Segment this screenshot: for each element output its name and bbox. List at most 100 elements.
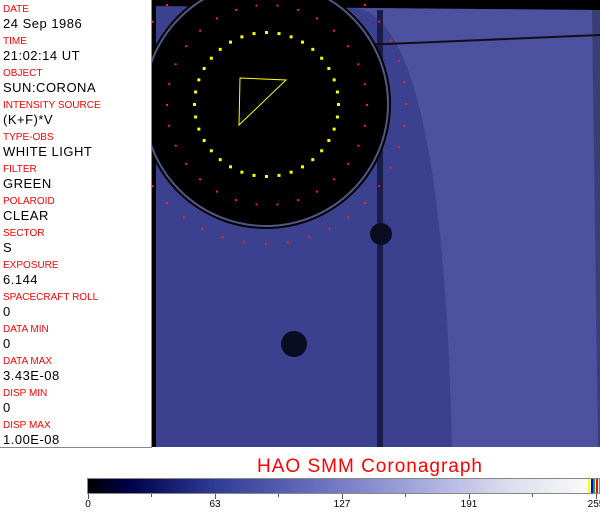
field-label: SECTOR bbox=[3, 228, 45, 239]
colorbar-tick-label: 191 bbox=[460, 499, 478, 510]
grid-dot bbox=[363, 201, 366, 204]
colorbar-tick bbox=[215, 494, 216, 499]
colorbar-minor-tick bbox=[151, 494, 152, 497]
grid-dot bbox=[209, 149, 213, 153]
colorbar-tick-label: 0 bbox=[85, 499, 91, 510]
field-label: DISP MIN bbox=[3, 388, 48, 399]
grid-dot bbox=[296, 8, 299, 11]
grid-dot bbox=[311, 158, 315, 162]
grid-dot bbox=[218, 158, 222, 162]
field-value: 24 Sep 1986 bbox=[3, 16, 83, 31]
grid-dot bbox=[277, 32, 281, 36]
grid-dot bbox=[265, 243, 267, 245]
grid-dot bbox=[320, 149, 324, 153]
grid-dot bbox=[277, 173, 281, 177]
grid-dot bbox=[243, 241, 246, 244]
field-value: CLEAR bbox=[3, 208, 49, 223]
grid-dot bbox=[276, 203, 279, 206]
grid-dot bbox=[174, 63, 177, 66]
grid-dot bbox=[166, 104, 168, 106]
grid-dot bbox=[389, 166, 392, 169]
field-value: (K+F)*V bbox=[3, 112, 54, 127]
grid-dot bbox=[398, 59, 401, 62]
grid-dot bbox=[252, 32, 256, 36]
field-label: TIME bbox=[3, 36, 27, 47]
grid-dot bbox=[194, 90, 198, 94]
colorbar-tick bbox=[342, 494, 343, 499]
grid-dot bbox=[363, 83, 366, 86]
field-label: DATA MAX bbox=[3, 356, 53, 367]
grid-dot bbox=[255, 4, 258, 7]
field-value: S bbox=[3, 240, 13, 255]
grid-dot bbox=[403, 124, 406, 127]
grid-dot bbox=[346, 45, 349, 48]
field-label: SPACECRAFT ROLL bbox=[3, 292, 99, 303]
grid-dot bbox=[398, 146, 401, 149]
grid-dot bbox=[316, 190, 318, 193]
colorbar-tick bbox=[596, 494, 597, 499]
dark-spot bbox=[281, 331, 307, 357]
coronagraph-image bbox=[152, 0, 600, 447]
field-value: 0 bbox=[3, 304, 11, 319]
grid-dot bbox=[185, 162, 188, 165]
grid-dot bbox=[197, 78, 201, 82]
grid-dot bbox=[337, 103, 340, 106]
grid-dot bbox=[357, 63, 360, 66]
colorbar-end-marker bbox=[593, 479, 595, 493]
grid-dot bbox=[366, 104, 368, 106]
grid-dot bbox=[240, 35, 244, 39]
grid-dot bbox=[357, 144, 360, 147]
header-info-panel: DATE 24 Sep 1986 TIME 21:02:14 UT OBJECT S… bbox=[0, 0, 152, 448]
grid-dot bbox=[229, 40, 232, 44]
grid-dot bbox=[301, 40, 304, 44]
colorbar-minor-tick bbox=[532, 494, 533, 497]
field-label: FILTER bbox=[3, 164, 37, 175]
colorbar-tick-label: 63 bbox=[209, 499, 221, 510]
grid-dot bbox=[199, 178, 202, 181]
grid-dot bbox=[332, 78, 336, 82]
grid-dot bbox=[182, 216, 185, 219]
grid-dot bbox=[332, 29, 335, 32]
grid-dot bbox=[311, 47, 315, 51]
dark-spot bbox=[370, 223, 392, 245]
grid-dot bbox=[286, 241, 289, 244]
field-value: WHITE LIGHT bbox=[3, 144, 93, 159]
color-bar bbox=[87, 478, 600, 494]
field-value: 6.144 bbox=[3, 272, 39, 287]
grid-dot bbox=[168, 124, 171, 127]
colorbar-tick bbox=[88, 494, 89, 499]
grid-dot bbox=[209, 56, 213, 60]
colorbar-minor-tick bbox=[278, 494, 279, 497]
colorbar-minor-tick bbox=[405, 494, 406, 497]
grid-dot bbox=[152, 185, 154, 188]
field-label: POLAROID bbox=[3, 196, 55, 207]
grid-dot bbox=[378, 185, 381, 188]
grid-dot bbox=[197, 127, 201, 131]
field-label: DATA MIN bbox=[3, 324, 49, 335]
grid-dot bbox=[216, 190, 218, 193]
field-value: 0 bbox=[3, 400, 11, 415]
grid-dot bbox=[328, 227, 331, 230]
grid-dot bbox=[216, 17, 218, 20]
grid-dot bbox=[265, 175, 268, 178]
grid-dot bbox=[347, 216, 350, 219]
colorbar-end-marker bbox=[595, 479, 598, 493]
grid-dot bbox=[296, 199, 299, 202]
grid-dot bbox=[405, 103, 407, 105]
grid-dot bbox=[235, 199, 238, 202]
grid-dot bbox=[332, 178, 335, 181]
grid-dot bbox=[346, 162, 349, 165]
field-value: SUN:CORONA bbox=[3, 80, 97, 95]
grid-dot bbox=[335, 115, 339, 119]
grid-dot bbox=[363, 124, 366, 127]
field-value: 3.43E-08 bbox=[3, 368, 60, 383]
grid-dot bbox=[327, 67, 331, 70]
grid-dot bbox=[193, 103, 196, 106]
grid-dot bbox=[320, 56, 324, 60]
field-value: GREEN bbox=[3, 176, 52, 191]
grid-dot bbox=[265, 31, 268, 34]
grid-dot bbox=[152, 20, 154, 23]
grid-dot bbox=[199, 29, 202, 32]
field-value: 0 bbox=[3, 336, 11, 351]
colorbar-end-marker bbox=[590, 479, 593, 493]
